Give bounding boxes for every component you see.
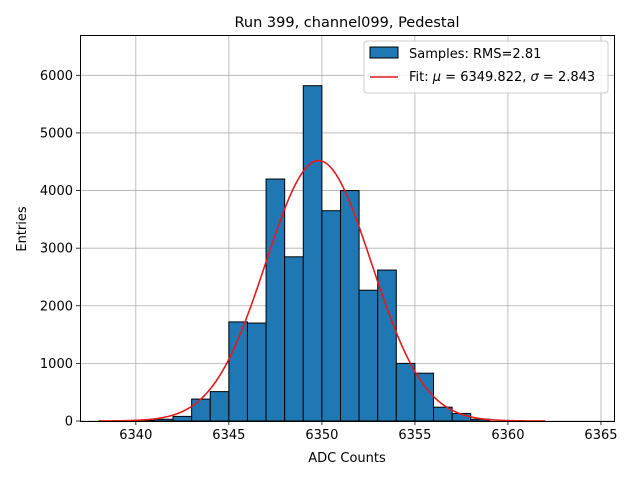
y-tick-label: 3000	[40, 242, 73, 257]
histogram-bars	[135, 85, 490, 422]
histogram-bar	[302, 85, 323, 422]
fit-sigma-equals: =	[539, 70, 558, 85]
x-tick-label: 6350	[305, 428, 338, 443]
y-tick-label: 1000	[40, 357, 73, 372]
fit-separator: ,	[522, 70, 530, 85]
legend-label-fit: Fit: μ = 6349.822, σ = 2.843	[409, 70, 595, 85]
histogram-bar	[209, 391, 230, 422]
chart-title: Run 399, channel099, Pedestal	[234, 15, 459, 31]
fit-label-prefix: Fit:	[409, 70, 433, 85]
fit-sigma-value: 2.843	[558, 70, 595, 85]
histogram-bar	[321, 210, 341, 422]
x-axis-label: ADC Counts	[308, 451, 386, 466]
legend: Samples: RMS=2.81 Fit: μ = 6349.822, σ =…	[363, 40, 609, 94]
histogram-bar	[414, 372, 435, 422]
y-axis-label: Entries	[15, 206, 30, 252]
histogram-bar	[395, 362, 416, 422]
histogram-bar	[246, 322, 267, 422]
histogram-bar	[358, 289, 379, 422]
legend-label-samples: Samples: RMS=2.81	[409, 47, 541, 62]
y-tick-label: 2000	[40, 299, 73, 314]
fit-curve-layer	[98, 159, 546, 422]
y-tick-label: 5000	[40, 126, 73, 141]
histogram-bar	[172, 415, 193, 422]
x-tick-label: 6355	[398, 428, 431, 443]
histogram-bar	[377, 269, 397, 422]
histogram-bar	[153, 418, 174, 422]
x-tick-label: 6360	[491, 428, 524, 443]
plot-frame	[80, 35, 615, 422]
x-tick-label: 6345	[212, 428, 245, 443]
legend-swatch-samples	[369, 46, 399, 59]
fit-mu-symbol: μ	[432, 70, 441, 85]
fit-sigma-symbol: σ	[531, 70, 540, 85]
y-axis-ticks: 0 1000 2000 3000 4000 5000 6000	[40, 69, 80, 430]
legend-box	[363, 40, 609, 94]
histogram-bar	[339, 190, 360, 422]
fit-mu-equals: =	[441, 70, 460, 85]
x-tick-label: 6365	[584, 428, 617, 443]
gaussian-fit-line	[98, 159, 546, 422]
histogram-bar	[284, 256, 304, 422]
histogram-bar	[228, 321, 248, 422]
y-tick-label: 4000	[40, 184, 73, 199]
x-axis-ticks: 6340 6345 6350 6355 6360 6365	[119, 421, 618, 443]
histogram-bar	[191, 398, 211, 422]
fit-mu-value: 6349.822	[460, 70, 522, 85]
x-tick-label: 6340	[119, 428, 152, 443]
y-tick-label: 0	[65, 415, 73, 430]
y-tick-label: 6000	[40, 69, 73, 84]
